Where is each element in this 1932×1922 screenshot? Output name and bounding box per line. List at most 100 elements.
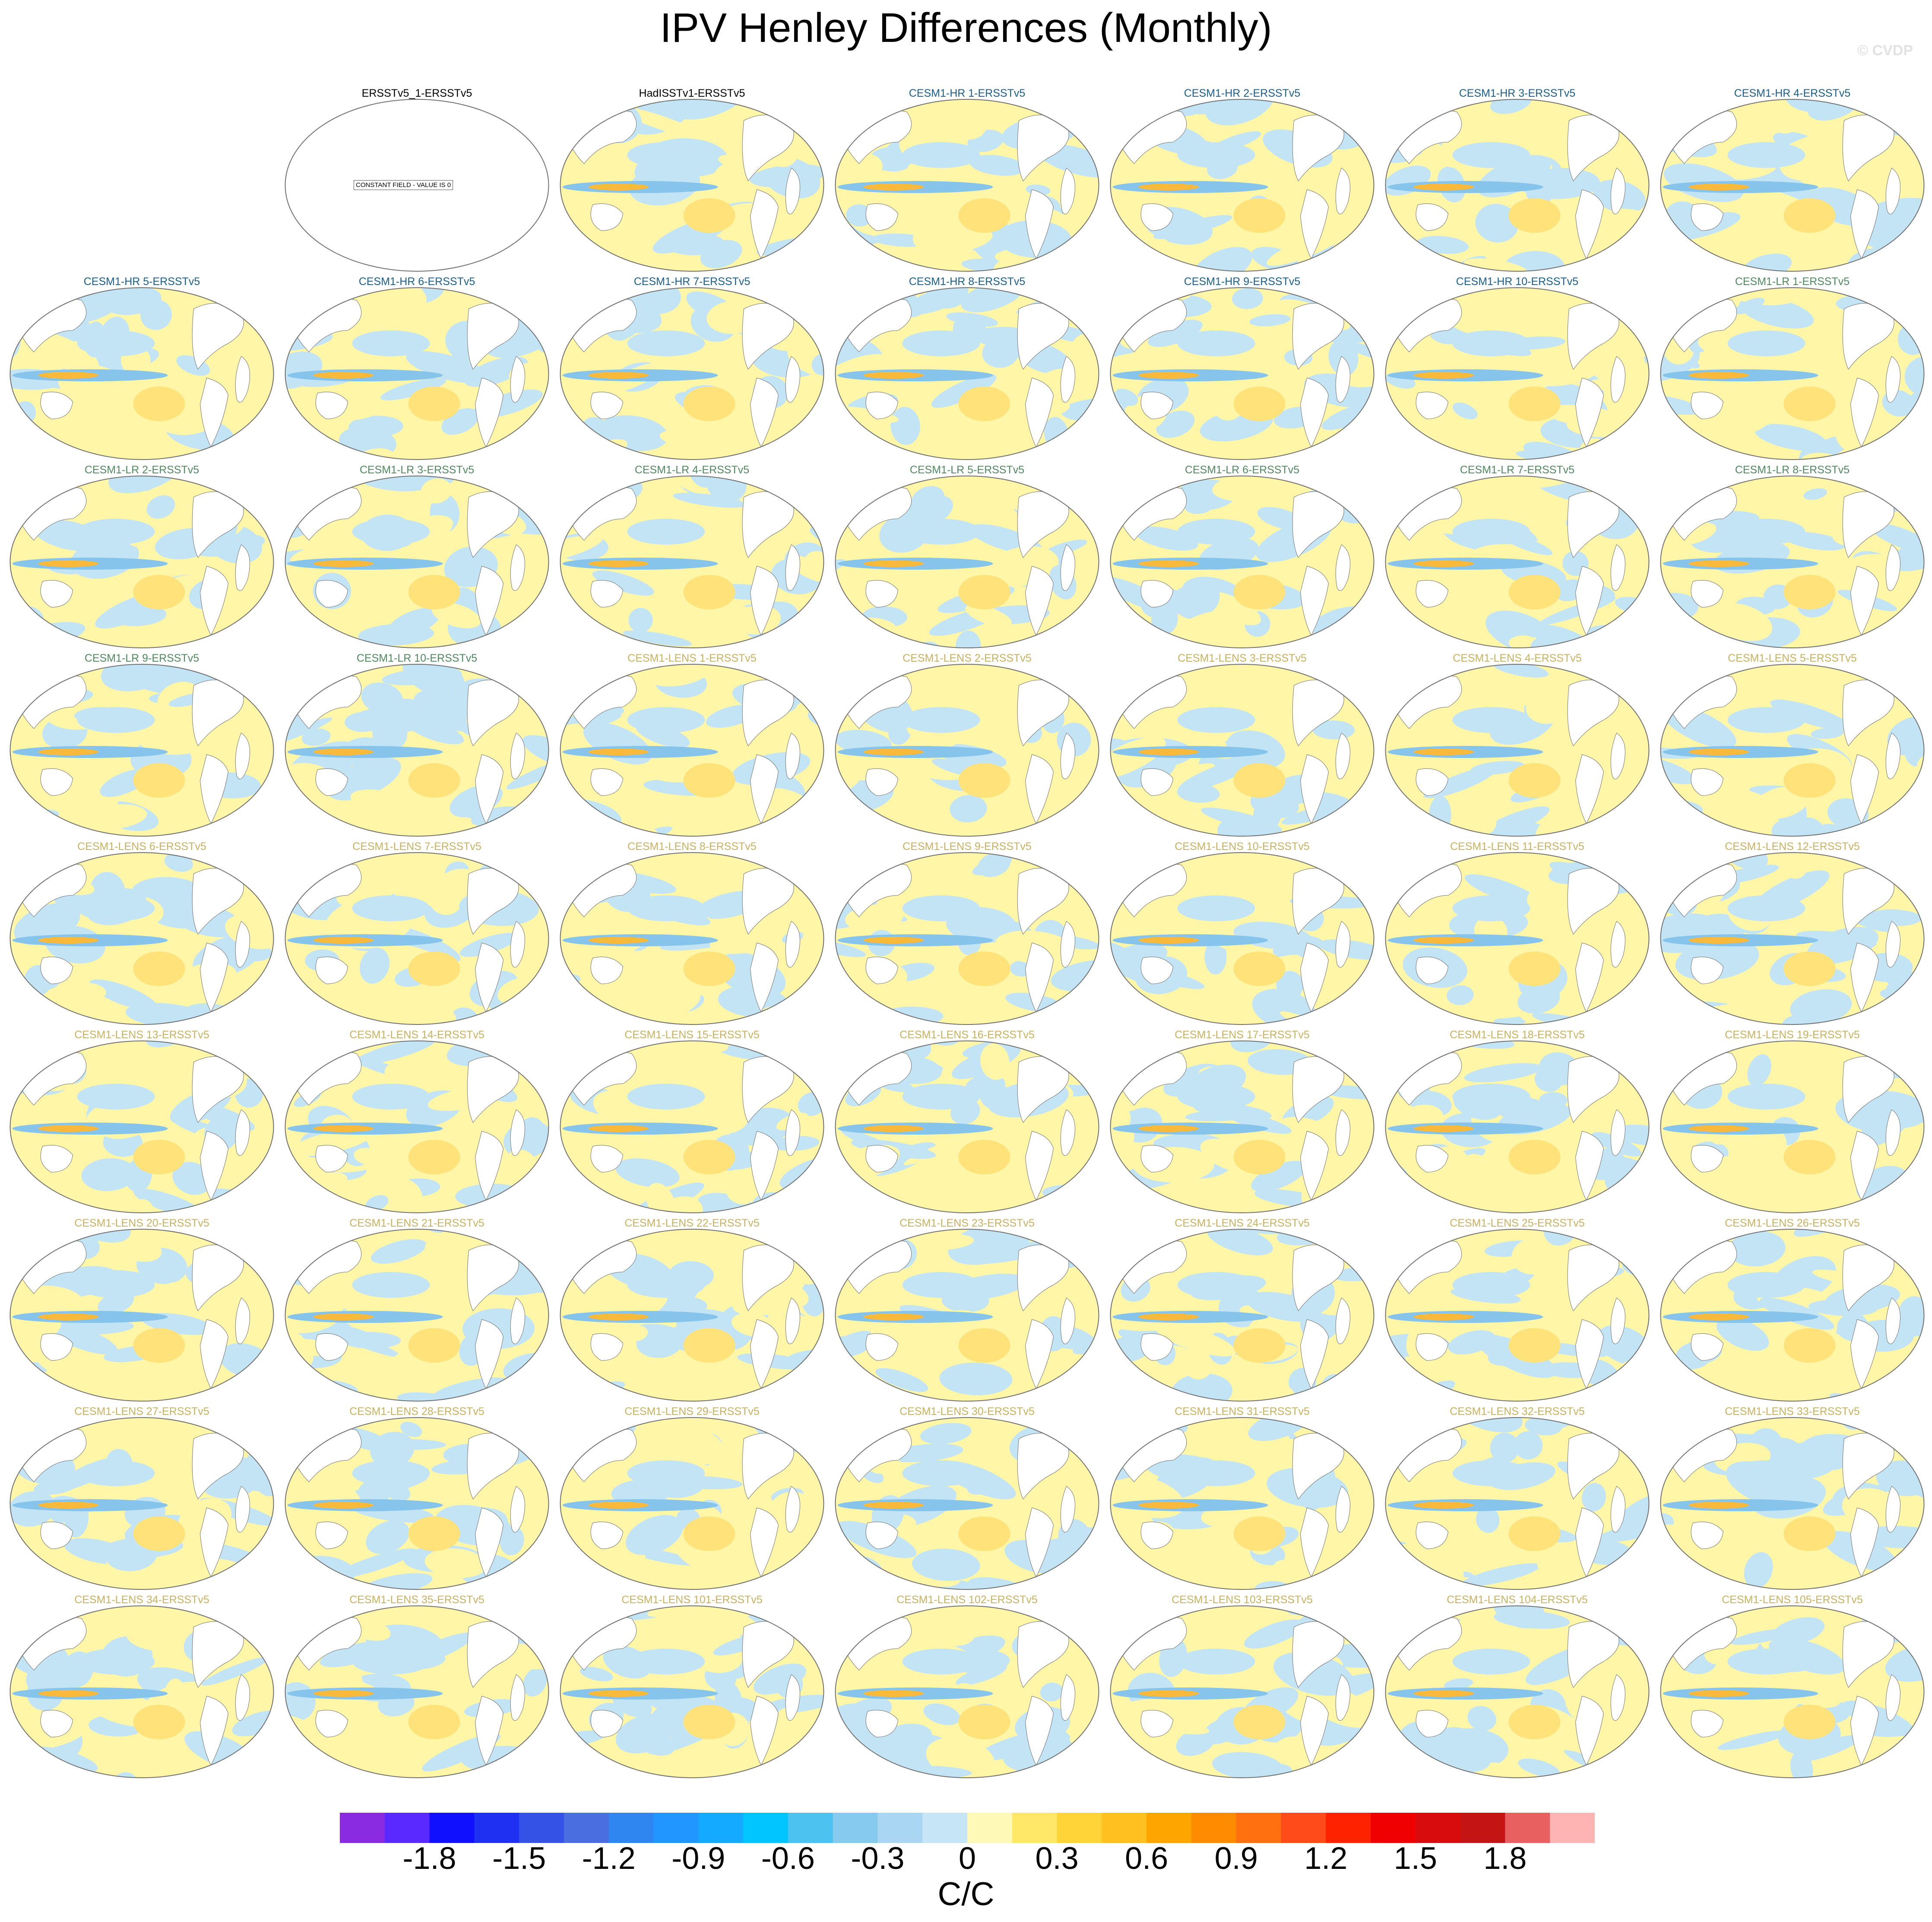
world-map (1385, 1417, 1650, 1590)
world-map (1385, 99, 1650, 272)
map-panel: CESM1-LENS 24-ERSSTv5 (1105, 1217, 1380, 1406)
map-panel: CESM1-LENS 17-ERSSTv5 (1105, 1029, 1380, 1218)
panel-label: CESM1-LENS 102-ERSSTv5 (896, 1594, 1038, 1606)
colorbar-bin (519, 1813, 564, 1843)
world-map (10, 1605, 274, 1778)
world-map (835, 1417, 1099, 1590)
panel-label: CESM1-LENS 5-ERSSTv5 (1728, 652, 1857, 664)
panel-label: CESM1-HR 5-ERSSTv5 (83, 276, 200, 288)
panel-label: CESM1-HR 4-ERSSTv5 (1734, 87, 1851, 99)
world-map (1660, 1229, 1925, 1402)
panel-label: CESM1-LR 8-ERSSTv5 (1735, 464, 1850, 476)
map-panel: CESM1-LENS 2-ERSSTv5 (830, 652, 1105, 841)
panel-label: CESM1-LENS 22-ERSSTv5 (624, 1217, 760, 1229)
world-map (1385, 476, 1650, 648)
world-map (560, 664, 824, 837)
colorbar-bin (922, 1813, 968, 1843)
map-panel: CESM1-LENS 1-ERSSTv5 (554, 652, 830, 841)
panel-label: CESM1-LENS 30-ERSSTv5 (899, 1405, 1035, 1418)
colorbar-bin (429, 1813, 475, 1843)
colorbar-tick-label: -1.2 (582, 1841, 636, 1876)
map-panel: CESM1-LR 1-ERSSTv5 (1655, 276, 1930, 464)
map-panel: CESM1-LENS 10-ERSSTv5 (1105, 840, 1380, 1029)
world-map (1110, 1229, 1375, 1402)
world-map (10, 1417, 274, 1590)
world-map (285, 1605, 549, 1778)
world-map (835, 1605, 1099, 1778)
panel-label: CESM1-LENS 103-ERSSTv5 (1172, 1594, 1313, 1606)
world-map (10, 1040, 274, 1213)
world-map (560, 1417, 824, 1590)
map-panel: CESM1-LENS 11-ERSSTv5 (1380, 840, 1655, 1029)
world-map (560, 476, 824, 648)
map-panel: CESM1-HR 9-ERSSTv5 (1105, 276, 1380, 464)
map-panel: CESM1-HR 2-ERSSTv5 (1105, 87, 1380, 276)
world-map (1110, 664, 1375, 837)
panel-label: CESM1-LR 9-ERSSTv5 (84, 652, 200, 664)
colorbar-tick-label: 0.9 (1214, 1841, 1258, 1876)
map-panel: CESM1-LENS 6-ERSSTv5 (4, 840, 279, 1029)
world-map (560, 99, 824, 272)
colorbar-tick-label: -1.5 (492, 1841, 546, 1876)
panel-label: CESM1-LR 2-ERSSTv5 (84, 464, 200, 476)
world-map (285, 476, 549, 648)
map-panel: CESM1-LENS 29-ERSSTv5 (554, 1405, 830, 1594)
world-map (1385, 1229, 1650, 1402)
colorbar-tick-label: 0.6 (1125, 1841, 1169, 1876)
panel-label: CESM1-LENS 26-ERSSTv5 (1725, 1217, 1860, 1229)
map-panel: CESM1-LENS 35-ERSSTv5 (279, 1594, 554, 1782)
world-map (1660, 99, 1925, 272)
panel-label: CESM1-LR 1-ERSSTv5 (1735, 276, 1850, 288)
colorbar-bin (1102, 1813, 1147, 1843)
world-map (1110, 1605, 1375, 1778)
map-panel: CESM1-LENS 13-ERSSTv5 (4, 1029, 279, 1218)
panel-label: CESM1-LENS 19-ERSSTv5 (1725, 1029, 1860, 1041)
world-map (1660, 287, 1925, 460)
map-panel: CESM1-LENS 103-ERSSTv5 (1105, 1594, 1380, 1782)
colorbar-tick-label: -0.3 (851, 1841, 905, 1876)
map-panel: CESM1-HR 1-ERSSTv5 (830, 87, 1105, 276)
colorbar-tick-label: 1.2 (1304, 1841, 1348, 1876)
map-panel: CESM1-HR 6-ERSSTv5 (279, 276, 554, 464)
colorbar-bin (1505, 1813, 1550, 1843)
colorbar-bin (608, 1813, 654, 1843)
world-map (10, 1229, 274, 1402)
figure-title: IPV Henley Differences (Monthly) (660, 5, 1272, 51)
panel-label: CESM1-LENS 28-ERSSTv5 (349, 1405, 485, 1418)
world-map (1110, 476, 1375, 648)
world-map (1110, 1417, 1375, 1590)
colorbar-tick-label: 0.3 (1035, 1841, 1079, 1876)
world-map (10, 852, 274, 1025)
panel-label: CESM1-LENS 13-ERSSTv5 (74, 1029, 209, 1041)
colorbar-bin (1147, 1813, 1192, 1843)
map-panel: CESM1-LENS 34-ERSSTv5 (4, 1594, 279, 1782)
panel-label: CESM1-LR 7-ERSSTv5 (1460, 464, 1575, 476)
world-map (560, 1040, 824, 1213)
map-panel: CESM1-HR 7-ERSSTv5 (554, 276, 830, 464)
panel-label: CESM1-LR 5-ERSSTv5 (909, 464, 1025, 476)
map-panel: CESM1-HR 10-ERSSTv5 (1380, 276, 1655, 464)
colorbar-bin (877, 1813, 923, 1843)
world-map (835, 664, 1099, 837)
panel-label: CESM1-HR 1-ERSSTv5 (909, 87, 1026, 99)
panel-label: ERSSTv5_1-ERSSTv5 (361, 87, 472, 99)
panel-label: CESM1-LENS 27-ERSSTv5 (74, 1405, 209, 1418)
map-panel: CESM1-LENS 4-ERSSTv5 (1380, 652, 1655, 841)
panel-label: CESM1-LENS 17-ERSSTv5 (1175, 1029, 1310, 1041)
colorbar-bin (788, 1813, 833, 1843)
map-panel: CESM1-LENS 3-ERSSTv5 (1105, 652, 1380, 841)
colorbar-bin (967, 1813, 1013, 1843)
map-panel: CESM1-LENS 28-ERSSTv5 (279, 1405, 554, 1594)
world-map (285, 287, 549, 460)
panel-label: CESM1-HR 10-ERSSTv5 (1456, 276, 1579, 288)
map-panel: CESM1-LR 3-ERSSTv5 (279, 464, 554, 653)
panel-label: CESM1-LENS 34-ERSSTv5 (74, 1594, 209, 1606)
map-panel: CESM1-LENS 102-ERSSTv5 (830, 1594, 1105, 1782)
map-panel: CESM1-LR 7-ERSSTv5 (1380, 464, 1655, 653)
cvdp-watermark: © CVDP (1857, 42, 1913, 59)
panel-label: CESM1-LENS 18-ERSSTv5 (1450, 1029, 1585, 1041)
panel-label: CESM1-LENS 3-ERSSTv5 (1178, 652, 1307, 664)
panel-label: CESM1-LENS 31-ERSSTv5 (1175, 1405, 1310, 1418)
map-panel: CESM1-LR 8-ERSSTv5 (1655, 464, 1930, 653)
colorbar-bin (1326, 1813, 1371, 1843)
